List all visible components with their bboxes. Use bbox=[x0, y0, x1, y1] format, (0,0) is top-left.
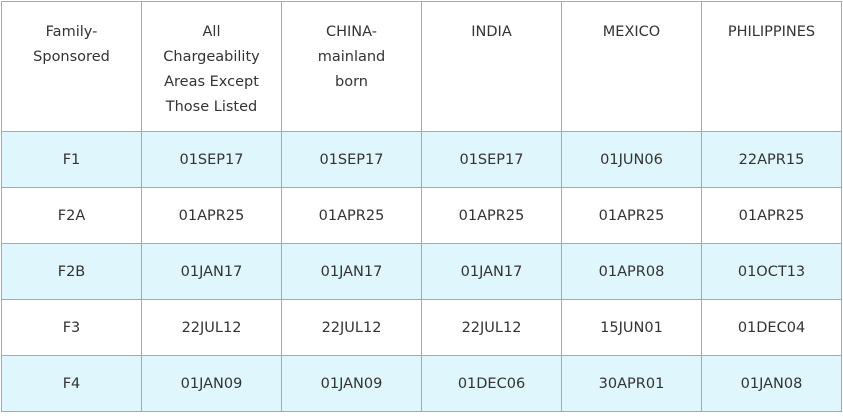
date-cell: 01APR25 bbox=[561, 187, 702, 244]
date-cell: 01DEC06 bbox=[421, 355, 562, 412]
header-text: Family- bbox=[45, 24, 98, 40]
date-cell: 01JAN09 bbox=[281, 355, 422, 412]
category-cell: F2B bbox=[1, 243, 142, 300]
date-cell: 01JAN17 bbox=[141, 243, 282, 300]
header-cell: INDIA bbox=[421, 1, 562, 132]
header-text: PHILIPPINES bbox=[727, 24, 816, 40]
table-row: F4 01JAN09 01JAN09 01DEC06 30APR01 01JAN08 bbox=[1, 355, 842, 412]
header-cell: Family- Sponsored bbox=[1, 1, 142, 132]
header-text: All bbox=[202, 24, 221, 40]
header-text: mainland bbox=[317, 49, 386, 65]
table-row: F2A 01APR25 01APR25 01APR25 01APR25 01APR25 bbox=[1, 187, 842, 244]
header-text: CHINA- bbox=[326, 24, 377, 40]
header-text: Areas Except bbox=[164, 74, 259, 90]
date-cell: 01APR25 bbox=[281, 187, 422, 244]
date-cell: 22JUL12 bbox=[421, 299, 562, 356]
header-row: Family- Sponsored All Chargeability Areas Ex… bbox=[1, 1, 842, 132]
date-cell: 01JAN08 bbox=[701, 355, 842, 412]
date-cell: 01JAN17 bbox=[421, 243, 562, 300]
date-cell: 01JUN06 bbox=[561, 131, 702, 188]
date-cell: 01DEC04 bbox=[701, 299, 842, 356]
header-text: INDIA bbox=[471, 24, 512, 40]
date-cell: 01APR25 bbox=[421, 187, 562, 244]
table-header: Family- Sponsored All Chargeability Areas Ex… bbox=[1, 1, 842, 132]
date-cell: 15JUN01 bbox=[561, 299, 702, 356]
date-cell: 30APR01 bbox=[561, 355, 702, 412]
date-cell: 01APR08 bbox=[561, 243, 702, 300]
date-cell: 22APR15 bbox=[701, 131, 842, 188]
header-text: Those Listed bbox=[165, 99, 258, 115]
date-cell: 01SEP17 bbox=[421, 131, 562, 188]
header-cell: MEXICO bbox=[561, 1, 702, 132]
header-cell: CHINA-mainland born bbox=[281, 1, 422, 132]
date-cell: 22JUL12 bbox=[141, 299, 282, 356]
header-cell: PHILIPPINES bbox=[701, 1, 842, 132]
table-body: F1 01SEP17 01SEP17 01SEP17 01JUN06 22APR15 F2A… bbox=[1, 131, 842, 412]
category-cell: F4 bbox=[1, 355, 142, 412]
date-cell: 01APR25 bbox=[701, 187, 842, 244]
date-cell: 01OCT13 bbox=[701, 243, 842, 300]
header-text: Chargeability bbox=[163, 49, 260, 65]
header-text: MEXICO bbox=[602, 24, 661, 40]
header-cell: All Chargeability Areas Except Those Listed bbox=[141, 1, 282, 132]
category-cell: F1 bbox=[1, 131, 142, 188]
header-text: Sponsored bbox=[33, 49, 110, 65]
category-cell: F3 bbox=[1, 299, 142, 356]
header-text: born bbox=[335, 74, 368, 90]
table-row: F3 22JUL12 22JUL12 22JUL12 15JUN01 01DEC04 bbox=[1, 299, 842, 356]
date-cell: 01APR25 bbox=[141, 187, 282, 244]
date-cell: 01SEP17 bbox=[141, 131, 282, 188]
date-cell: 01JAN09 bbox=[141, 355, 282, 412]
table-row: F1 01SEP17 01SEP17 01SEP17 01JUN06 22APR15 bbox=[1, 131, 842, 188]
date-cell: 01SEP17 bbox=[281, 131, 422, 188]
category-cell: F2A bbox=[1, 187, 142, 244]
table-row: F2B 01JAN17 01JAN17 01JAN17 01APR08 01OCT13 bbox=[1, 243, 842, 300]
date-cell: 01JAN17 bbox=[281, 243, 422, 300]
date-cell: 22JUL12 bbox=[281, 299, 422, 356]
